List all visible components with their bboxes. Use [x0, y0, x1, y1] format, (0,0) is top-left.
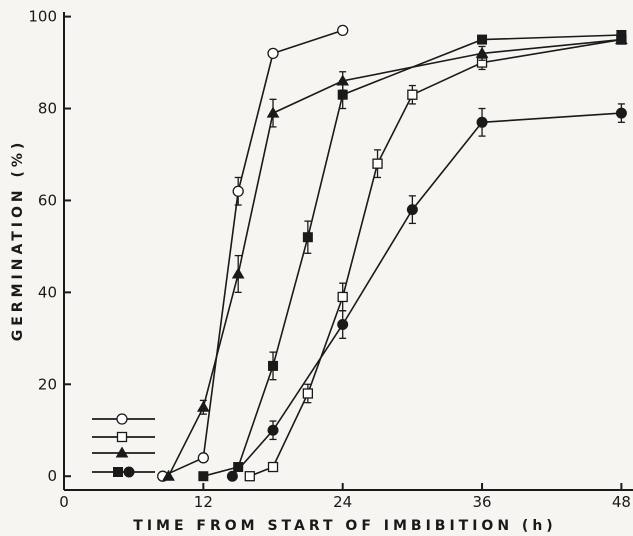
data-point-open-square — [337, 291, 348, 303]
data-point-filled-square — [616, 29, 627, 40]
data-point-open-square — [267, 461, 279, 473]
series-line — [167, 38, 622, 477]
data-point-filled-square — [477, 34, 488, 45]
x-tick-label: 48 — [612, 493, 631, 511]
legend-entry — [92, 413, 155, 425]
data-point-filled-square — [337, 89, 348, 100]
data-point-open-circle — [197, 452, 209, 464]
legend — [92, 413, 155, 478]
x-tick-label: 36 — [472, 493, 491, 511]
legend-marker-open-circle — [116, 413, 128, 425]
y-tick-label: 100 — [28, 8, 57, 26]
data-point-filled-square — [198, 471, 209, 482]
y-ticks: 0 20 40 60 80 100 — [28, 8, 71, 485]
legend-entry — [92, 431, 155, 443]
data-point-open-square — [407, 89, 418, 100]
series-filled-square — [198, 29, 627, 482]
series-filled-triangle — [162, 33, 628, 481]
data-point-filled-triangle — [231, 267, 245, 279]
legend-marker-filled-square — [113, 467, 123, 477]
legend-marker-filled-circle — [123, 466, 135, 478]
series-open-circle — [157, 24, 349, 482]
data-point-filled-triangle — [266, 106, 280, 118]
y-tick-label: 80 — [38, 100, 57, 118]
y-tick-label: 20 — [38, 375, 57, 393]
data-point-open-square — [372, 158, 383, 169]
x-tick-label: 12 — [194, 493, 213, 511]
data-point-filled-circle — [226, 470, 238, 482]
y-axis-title: GERMINATION (%) — [10, 139, 26, 342]
x-tick-label: 24 — [333, 493, 352, 511]
y-tick-label: 0 — [47, 467, 57, 485]
data-point-filled-circle — [476, 116, 488, 128]
data-point-filled-triangle — [475, 46, 489, 58]
series-layer — [157, 24, 628, 482]
data-point-filled-circle — [337, 319, 349, 331]
data-point-filled-square — [233, 462, 244, 473]
series-line — [231, 112, 622, 477]
data-point-open-square — [244, 471, 255, 482]
x-axis-title: TIME FROM START OF IMBIBITION (h) — [133, 518, 556, 534]
data-point-filled-circle — [406, 204, 418, 216]
data-point-filled-triangle — [162, 469, 175, 481]
data-point-filled-circle — [615, 107, 627, 119]
y-tick-label: 40 — [38, 283, 57, 301]
axes — [63, 12, 633, 491]
legend-marker-filled-triangle — [115, 446, 129, 458]
data-point-filled-triangle — [196, 400, 210, 412]
data-point-filled-circle — [267, 424, 279, 436]
series-line — [249, 38, 622, 477]
series-line — [162, 29, 343, 477]
legend-marker-open-square — [116, 431, 128, 443]
series-filled-circle — [226, 103, 627, 482]
legend-entry — [92, 466, 155, 478]
data-point-filled-square — [268, 360, 279, 371]
data-point-open-circle — [232, 185, 244, 197]
data-point-open-square — [302, 388, 314, 399]
data-point-filled-square — [302, 232, 313, 243]
data-point-open-circle — [337, 24, 349, 37]
x-tick-label: 0 — [59, 493, 69, 511]
y-tick-label: 60 — [38, 191, 57, 209]
legend-entry — [92, 446, 155, 458]
data-point-open-circle — [267, 47, 279, 60]
x-ticks: 0 12 24 36 48 — [59, 483, 631, 511]
